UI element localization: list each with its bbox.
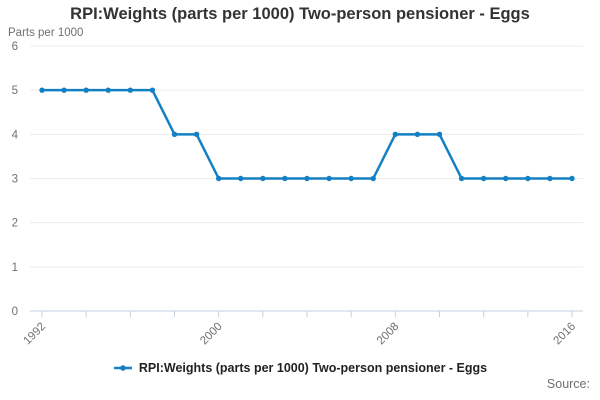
data-point[interactable] bbox=[83, 87, 89, 93]
data-point[interactable] bbox=[326, 175, 332, 182]
data-point[interactable] bbox=[348, 175, 354, 182]
data-point[interactable] bbox=[458, 175, 465, 182]
data-point[interactable] bbox=[569, 175, 575, 182]
data-point[interactable] bbox=[282, 175, 288, 182]
data-point[interactable] bbox=[436, 131, 443, 138]
data-point[interactable] bbox=[105, 87, 111, 93]
legend-line-marker-icon bbox=[113, 363, 133, 373]
y-axis-tick-label: 2 bbox=[12, 218, 18, 230]
y-axis-tick-label: 5 bbox=[12, 85, 18, 97]
x-axis-tick-label: 2016 bbox=[552, 321, 579, 348]
data-point[interactable] bbox=[193, 131, 200, 138]
source-label: Source: bbox=[546, 377, 590, 391]
data-point[interactable] bbox=[61, 87, 67, 93]
data-point[interactable] bbox=[215, 175, 222, 182]
data-point[interactable] bbox=[525, 175, 531, 182]
y-axis-tick-label: 6 bbox=[12, 41, 18, 53]
data-point[interactable] bbox=[171, 131, 178, 138]
data-point[interactable] bbox=[503, 175, 509, 182]
data-point[interactable] bbox=[392, 131, 399, 138]
x-axis-tick-label: 1992 bbox=[22, 321, 49, 348]
data-point[interactable] bbox=[39, 87, 45, 93]
data-point[interactable] bbox=[480, 175, 487, 182]
data-point[interactable] bbox=[127, 87, 134, 93]
legend-series-label: RPI:Weights (parts per 1000) Two-person … bbox=[138, 361, 488, 375]
data-point[interactable] bbox=[149, 87, 156, 93]
data-point[interactable] bbox=[414, 131, 421, 138]
data-point[interactable] bbox=[304, 175, 310, 182]
y-axis-tick-label: 4 bbox=[12, 129, 19, 141]
y-axis-unit-label: Parts per 1000 bbox=[8, 27, 84, 39]
y-axis-tick-label: 3 bbox=[12, 174, 18, 186]
x-axis-tick-label: 2008 bbox=[375, 321, 402, 348]
y-axis-tick-label: 1 bbox=[12, 262, 18, 274]
legend-item[interactable]: RPI:Weights (parts per 1000) Two-person … bbox=[0, 361, 600, 375]
data-point[interactable] bbox=[547, 175, 553, 182]
chart-title: RPI:Weights (parts per 1000) Two-person … bbox=[70, 5, 530, 23]
data-point[interactable] bbox=[260, 175, 266, 182]
data-point[interactable] bbox=[238, 175, 244, 182]
x-axis-tick-label: 2000 bbox=[198, 321, 225, 348]
data-point[interactable] bbox=[370, 175, 376, 182]
y-axis-tick-label: 0 bbox=[12, 306, 18, 318]
